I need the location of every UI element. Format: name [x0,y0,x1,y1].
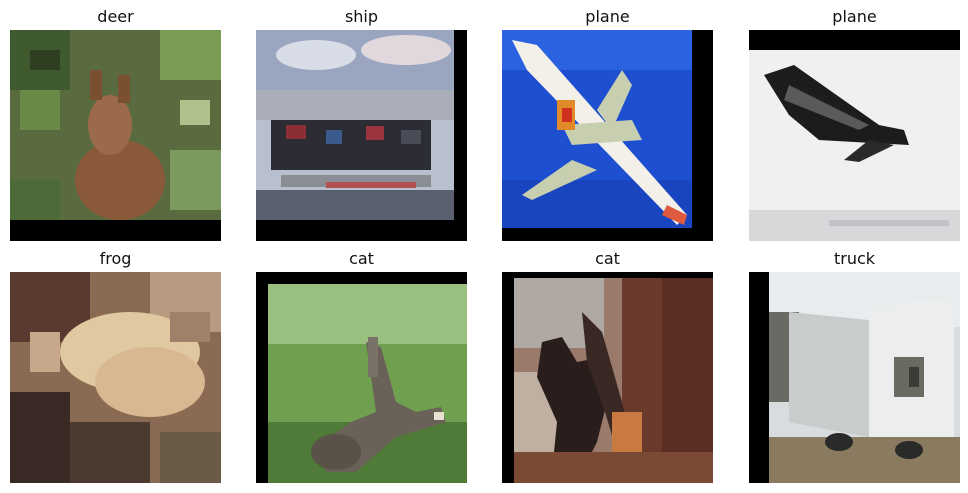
plane-image [749,30,960,241]
image-label: cat [595,249,620,268]
frog-image [10,272,221,483]
image-label: plane [585,7,630,26]
cat-image [256,272,467,483]
image-label: deer [97,7,134,26]
truck-image [749,272,960,483]
image-label: plane [832,7,877,26]
ship-image [256,30,467,241]
image-label: ship [344,7,379,26]
plane-image [502,30,713,241]
image-label: cat [349,249,374,268]
image-label: truck [833,249,876,268]
deer-image [10,30,221,241]
image-label: frog [99,249,132,268]
cat-image [502,272,713,483]
